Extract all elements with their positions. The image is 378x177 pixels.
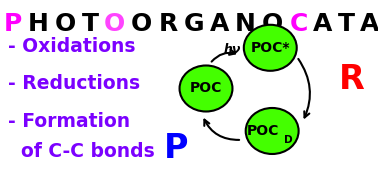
Text: A: A bbox=[313, 12, 332, 36]
Text: POC: POC bbox=[190, 81, 222, 96]
Text: C: C bbox=[289, 12, 308, 36]
Text: T: T bbox=[338, 12, 355, 36]
Ellipse shape bbox=[246, 108, 299, 154]
Text: of C-C bonds: of C-C bonds bbox=[8, 142, 154, 161]
Text: O: O bbox=[131, 12, 152, 36]
Text: O: O bbox=[104, 12, 125, 36]
Text: G: G bbox=[183, 12, 204, 36]
Text: - Oxidations: - Oxidations bbox=[8, 37, 135, 56]
Text: - Formation: - Formation bbox=[8, 112, 130, 130]
Text: - Reductions: - Reductions bbox=[8, 74, 140, 93]
Ellipse shape bbox=[180, 65, 232, 112]
Text: hν: hν bbox=[224, 43, 241, 56]
Text: O: O bbox=[262, 12, 283, 36]
Text: P: P bbox=[4, 12, 22, 36]
Text: POC*: POC* bbox=[251, 41, 290, 55]
Text: A: A bbox=[210, 12, 229, 36]
Text: R: R bbox=[339, 63, 364, 96]
Ellipse shape bbox=[244, 25, 297, 71]
Text: H: H bbox=[27, 12, 48, 36]
Text: D: D bbox=[284, 135, 292, 145]
Text: R: R bbox=[158, 12, 178, 36]
Text: P: P bbox=[164, 132, 188, 165]
Text: A: A bbox=[360, 12, 378, 36]
Text: T: T bbox=[82, 12, 99, 36]
Text: N: N bbox=[235, 12, 256, 36]
Text: O: O bbox=[54, 12, 76, 36]
Text: POC: POC bbox=[246, 124, 279, 138]
